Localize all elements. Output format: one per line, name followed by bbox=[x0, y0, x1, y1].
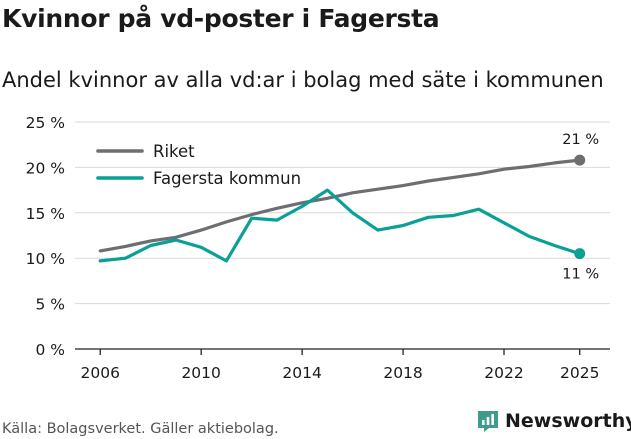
y-tick-label: 20 % bbox=[26, 159, 65, 177]
series-end-label: 11 % bbox=[562, 267, 599, 283]
chart-subtitle: Andel kvinnor av alla vd:ar i bolag med … bbox=[2, 68, 604, 92]
x-tick-label: 2025 bbox=[560, 364, 599, 382]
y-tick-label: 5 % bbox=[35, 296, 65, 314]
y-tick-label: 10 % bbox=[26, 250, 65, 268]
y-tick-label: 15 % bbox=[26, 205, 65, 223]
line-chart: 0 % 5 % 10 % 15 % 20 % 25 % 2006 2010 2014 2018 20… bbox=[26, 114, 610, 382]
newsworthy-logo-icon bbox=[476, 409, 500, 433]
series-line bbox=[98, 158, 582, 253]
source-note: Källa: Bolagsverket. Gäller aktiebolag. bbox=[2, 421, 279, 437]
brand-logo: Newsworthy bbox=[476, 409, 631, 433]
legend-label: Fagersta kommun bbox=[153, 169, 301, 188]
chart-title: Kvinnor på vd-poster i Fagersta bbox=[2, 4, 440, 33]
x-tick-label: 2006 bbox=[81, 364, 120, 382]
x-tick-label: 2010 bbox=[181, 364, 220, 382]
series-end-label: 21 % bbox=[562, 132, 599, 148]
y-tick-label: 0 % bbox=[35, 341, 65, 359]
x-tick-label: 2018 bbox=[383, 364, 422, 382]
series-end-marker bbox=[574, 154, 586, 166]
series-end-marker bbox=[574, 248, 586, 260]
brand-name: Newsworthy bbox=[505, 410, 631, 432]
axes: 0 % 5 % 10 % 15 % 20 % 25 % 2006 2010 2014 2018 20… bbox=[26, 114, 610, 382]
legend-label: Riket bbox=[153, 142, 195, 161]
series-line bbox=[98, 188, 582, 263]
x-tick-label: 2014 bbox=[282, 364, 321, 382]
x-tick-label: 2022 bbox=[484, 364, 523, 382]
series-lines: 21 % 11 % bbox=[98, 132, 599, 283]
y-tick-label: 25 % bbox=[26, 114, 65, 132]
legend: Riket Fagersta kommun bbox=[96, 142, 301, 188]
